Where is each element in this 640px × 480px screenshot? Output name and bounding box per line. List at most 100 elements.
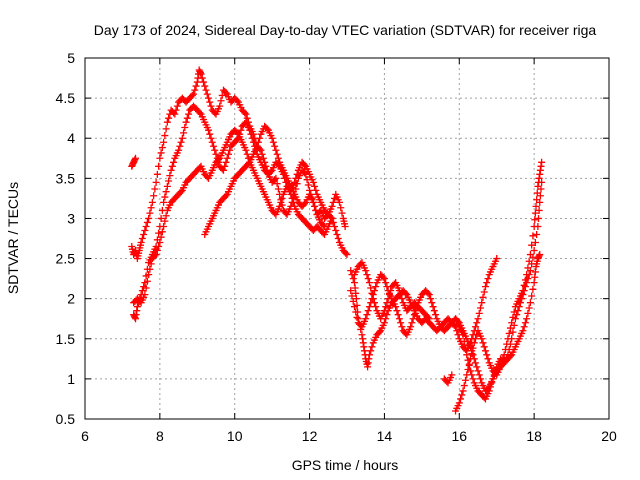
- data-point: [336, 198, 344, 206]
- data-point: [464, 356, 472, 364]
- data-point: [309, 178, 317, 186]
- data-point: [248, 134, 256, 142]
- data-point: [271, 142, 279, 150]
- data-point: [165, 177, 173, 185]
- data-point: [162, 188, 170, 196]
- data-point: [222, 158, 230, 166]
- data-point: [162, 212, 170, 220]
- data-point: [273, 150, 281, 158]
- data-point: [469, 351, 477, 359]
- data-point: [457, 395, 465, 403]
- data-point: [384, 295, 392, 303]
- data-point: [337, 204, 345, 212]
- data-point: [410, 311, 418, 319]
- data-point: [383, 299, 391, 307]
- data-point: [244, 160, 252, 168]
- data-point: [368, 289, 376, 297]
- series-track-2: [128, 66, 349, 263]
- data-point: [525, 304, 533, 312]
- data-point: [394, 311, 402, 319]
- data-point: [505, 345, 513, 353]
- data-point: [178, 134, 186, 142]
- data-point: [484, 355, 492, 363]
- data-point: [293, 170, 301, 178]
- data-point: [150, 192, 158, 200]
- data-point: [538, 178, 546, 186]
- data-point: [428, 299, 436, 307]
- data-point: [160, 138, 168, 146]
- data-point: [485, 387, 493, 395]
- data-point: [367, 284, 375, 292]
- data-point: [535, 206, 543, 214]
- data-point: [161, 217, 169, 225]
- data-point: [137, 239, 145, 247]
- data-point: [292, 174, 300, 182]
- data-point: [312, 206, 320, 214]
- data-point: [213, 154, 221, 162]
- data-point: [148, 198, 156, 206]
- data-point: [465, 362, 473, 370]
- data-point: [532, 202, 540, 210]
- data-point: [515, 303, 523, 311]
- data-point: [430, 307, 438, 315]
- data-point: [304, 181, 312, 189]
- series-track-5: [201, 122, 329, 238]
- data-point: [531, 239, 539, 247]
- data-point: [263, 125, 271, 133]
- data-point: [514, 307, 522, 315]
- data-point: [524, 309, 532, 317]
- data-point: [488, 379, 496, 387]
- data-point: [460, 337, 468, 345]
- data-point: [387, 287, 395, 295]
- data-point: [241, 109, 249, 117]
- data-point: [407, 323, 415, 331]
- data-point: [219, 166, 227, 174]
- data-point: [132, 154, 140, 162]
- data-point: [138, 235, 146, 242]
- data-point: [533, 230, 541, 238]
- data-point: [538, 158, 546, 166]
- data-point: [168, 162, 176, 170]
- data-point: [191, 86, 199, 94]
- data-point: [180, 129, 188, 137]
- data-points: [128, 66, 546, 415]
- data-point: [504, 351, 512, 359]
- data-point: [158, 144, 166, 152]
- data-point: [475, 309, 483, 317]
- data-point: [473, 319, 481, 327]
- data-point: [536, 251, 544, 259]
- data-point: [177, 188, 185, 196]
- x-tick-label: 14: [377, 428, 393, 444]
- data-point: [427, 295, 435, 303]
- y-tick-label: 2.5: [56, 251, 76, 267]
- data-point: [365, 351, 373, 359]
- y-tick-label: 4: [67, 130, 75, 146]
- data-point: [472, 359, 480, 367]
- series-track-11: [452, 178, 546, 403]
- data-point: [301, 161, 309, 169]
- data-point: [412, 307, 420, 315]
- data-point: [181, 124, 189, 132]
- data-point: [334, 235, 342, 242]
- data-point: [508, 335, 516, 343]
- data-point: [342, 249, 350, 257]
- data-point: [166, 172, 174, 180]
- y-tick-label: 1.5: [56, 331, 76, 347]
- data-point: [349, 275, 357, 283]
- data-point: [267, 168, 275, 176]
- data-point: [140, 283, 148, 291]
- x-tick-label: 18: [526, 428, 542, 444]
- data-point: [364, 275, 372, 283]
- data-point: [395, 287, 403, 295]
- data-point: [481, 347, 489, 355]
- data-point: [172, 106, 180, 114]
- data-point: [402, 289, 410, 297]
- data-point: [329, 198, 337, 206]
- x-tick-label: 20: [601, 428, 617, 444]
- data-point: [476, 304, 484, 312]
- data-point: [483, 279, 491, 287]
- data-point: [142, 272, 150, 280]
- data-point: [474, 315, 482, 323]
